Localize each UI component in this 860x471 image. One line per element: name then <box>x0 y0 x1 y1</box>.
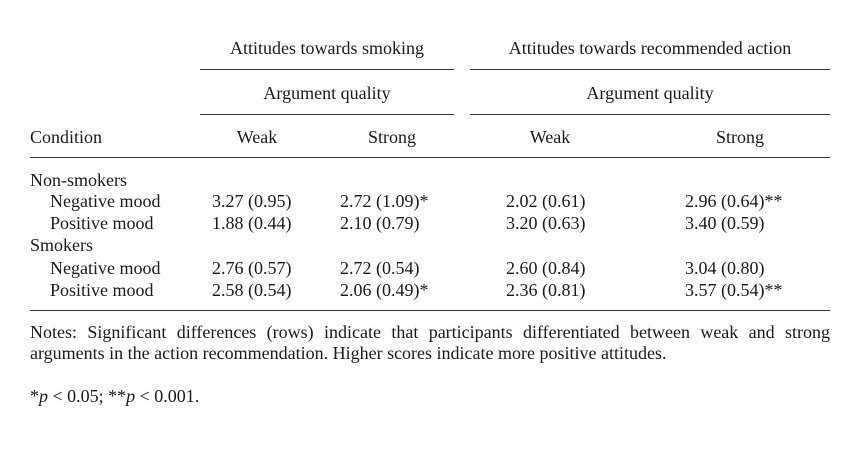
table-cell: 2.96 (0.64)** <box>685 191 783 211</box>
group-header-smoking: Attitudes towards smoking <box>230 38 424 58</box>
table-cell: 2.72 (0.54) <box>340 258 420 278</box>
table-cell: 2.72 (1.09)* <box>340 191 429 211</box>
row-label: Positive mood <box>50 213 154 233</box>
table-notes: Notes: Significant differences (rows) in… <box>30 322 830 363</box>
col-header-weak-2: Weak <box>529 127 571 147</box>
row-label: Positive mood <box>50 280 154 300</box>
group-rule-smoking <box>200 69 454 70</box>
table-cell: 3.20 (0.63) <box>506 213 586 233</box>
table-cell: 1.88 (0.44) <box>212 213 292 233</box>
group-rule-action <box>470 69 830 70</box>
group-header-action: Attitudes towards recommended action <box>508 38 792 58</box>
table-cell: 3.40 (0.59) <box>685 213 765 233</box>
table-cell: 2.58 (0.54) <box>212 280 292 300</box>
section-label: Non-smokers <box>30 170 127 190</box>
table-cell: 3.27 (0.95) <box>212 191 292 211</box>
row-label: Negative mood <box>50 258 161 278</box>
footnote-p-2: p <box>126 386 136 406</box>
subgroup-header-smoking: Argument quality <box>263 83 391 103</box>
footnote-threshold-2: < 0.001. <box>135 386 200 406</box>
table-cell: 2.76 (0.57) <box>212 258 292 278</box>
footnote-star-2: ** <box>108 386 127 406</box>
subgroup-header-action: Argument quality <box>586 83 714 103</box>
col-header-strong-2: Strong <box>715 127 764 147</box>
table-cell: 2.06 (0.49)* <box>340 280 429 300</box>
significance-footnote: *p < 0.05; **p < 0.001. <box>30 386 199 407</box>
row-label: Negative mood <box>50 191 161 211</box>
header-bottom-rule <box>30 157 830 158</box>
subgroup-rule-smoking <box>200 114 454 115</box>
condition-header: Condition <box>30 127 103 147</box>
col-header-weak-1: Weak <box>236 127 278 147</box>
footnote-p-1: p <box>39 386 48 406</box>
section-label: Smokers <box>30 235 93 255</box>
table-cell: 3.04 (0.80) <box>685 258 765 278</box>
footnote-threshold-1: < 0.05; <box>48 386 109 406</box>
table-cell: 2.10 (0.79) <box>340 213 420 233</box>
subgroup-rule-action <box>470 114 830 115</box>
table-cell: 2.60 (0.84) <box>506 258 586 278</box>
footnote-star-1: * <box>30 386 39 406</box>
col-header-strong-1: Strong <box>367 127 416 147</box>
table-cell: 3.57 (0.54)** <box>685 280 783 300</box>
table-bottom-rule <box>30 310 830 311</box>
table-cell: 2.02 (0.61) <box>506 191 586 211</box>
table-cell: 2.36 (0.81) <box>506 280 586 300</box>
